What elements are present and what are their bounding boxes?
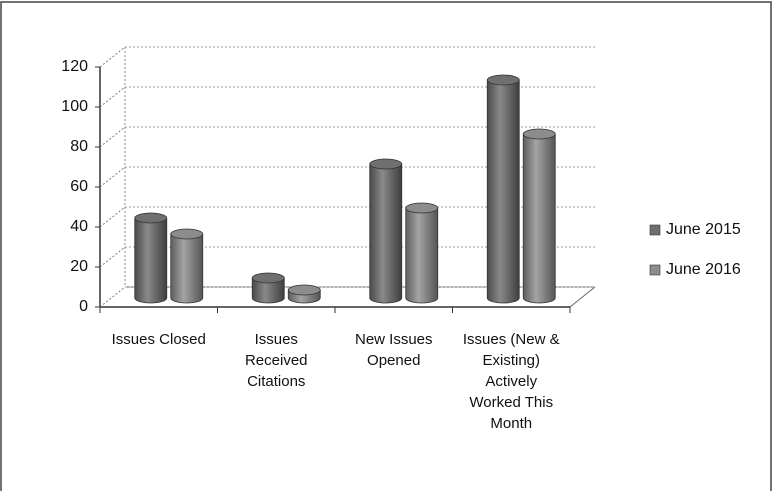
grid-line bbox=[99, 286, 126, 308]
y-tick-label: 120 bbox=[61, 58, 88, 75]
floor-right bbox=[569, 286, 596, 308]
bar-top bbox=[287, 284, 321, 296]
y-tick-label: 0 bbox=[79, 298, 88, 315]
legend-label: June 2016 bbox=[666, 261, 741, 278]
bar bbox=[251, 277, 285, 304]
bar bbox=[369, 163, 403, 304]
legend-swatch bbox=[649, 264, 661, 276]
grid-line bbox=[99, 166, 126, 188]
x-tick-label: Issues Received Citations bbox=[244, 331, 308, 390]
bar-top bbox=[405, 202, 439, 214]
bar-top bbox=[522, 128, 556, 140]
grid-line bbox=[99, 126, 126, 148]
y-tick-label: 80 bbox=[70, 138, 88, 155]
bar-top bbox=[369, 158, 403, 170]
x-tick-label: New Issues Opened bbox=[354, 331, 433, 369]
bar-top bbox=[170, 228, 204, 240]
bar-top bbox=[134, 212, 168, 224]
grid-line bbox=[99, 206, 126, 228]
grid-line bbox=[99, 46, 126, 68]
y-tick-label: 100 bbox=[61, 98, 88, 115]
y-tick-label: 40 bbox=[70, 218, 88, 235]
x-tick-label: Issues Closed bbox=[111, 331, 206, 348]
y-tick-label: 60 bbox=[70, 178, 88, 195]
grid-line bbox=[99, 246, 126, 268]
grid-line bbox=[99, 86, 126, 108]
x-tick-label: Issues (New & Existing) Actively Worked … bbox=[462, 331, 560, 432]
y-tick-label: 20 bbox=[70, 258, 88, 275]
bar bbox=[522, 133, 556, 304]
bar-top bbox=[251, 272, 285, 284]
bar bbox=[405, 207, 439, 304]
legend-label: June 2015 bbox=[666, 221, 741, 238]
bar-top bbox=[486, 74, 520, 86]
bar bbox=[170, 233, 204, 304]
legend-swatch bbox=[649, 224, 661, 236]
bar bbox=[134, 217, 168, 304]
bar bbox=[486, 79, 520, 304]
